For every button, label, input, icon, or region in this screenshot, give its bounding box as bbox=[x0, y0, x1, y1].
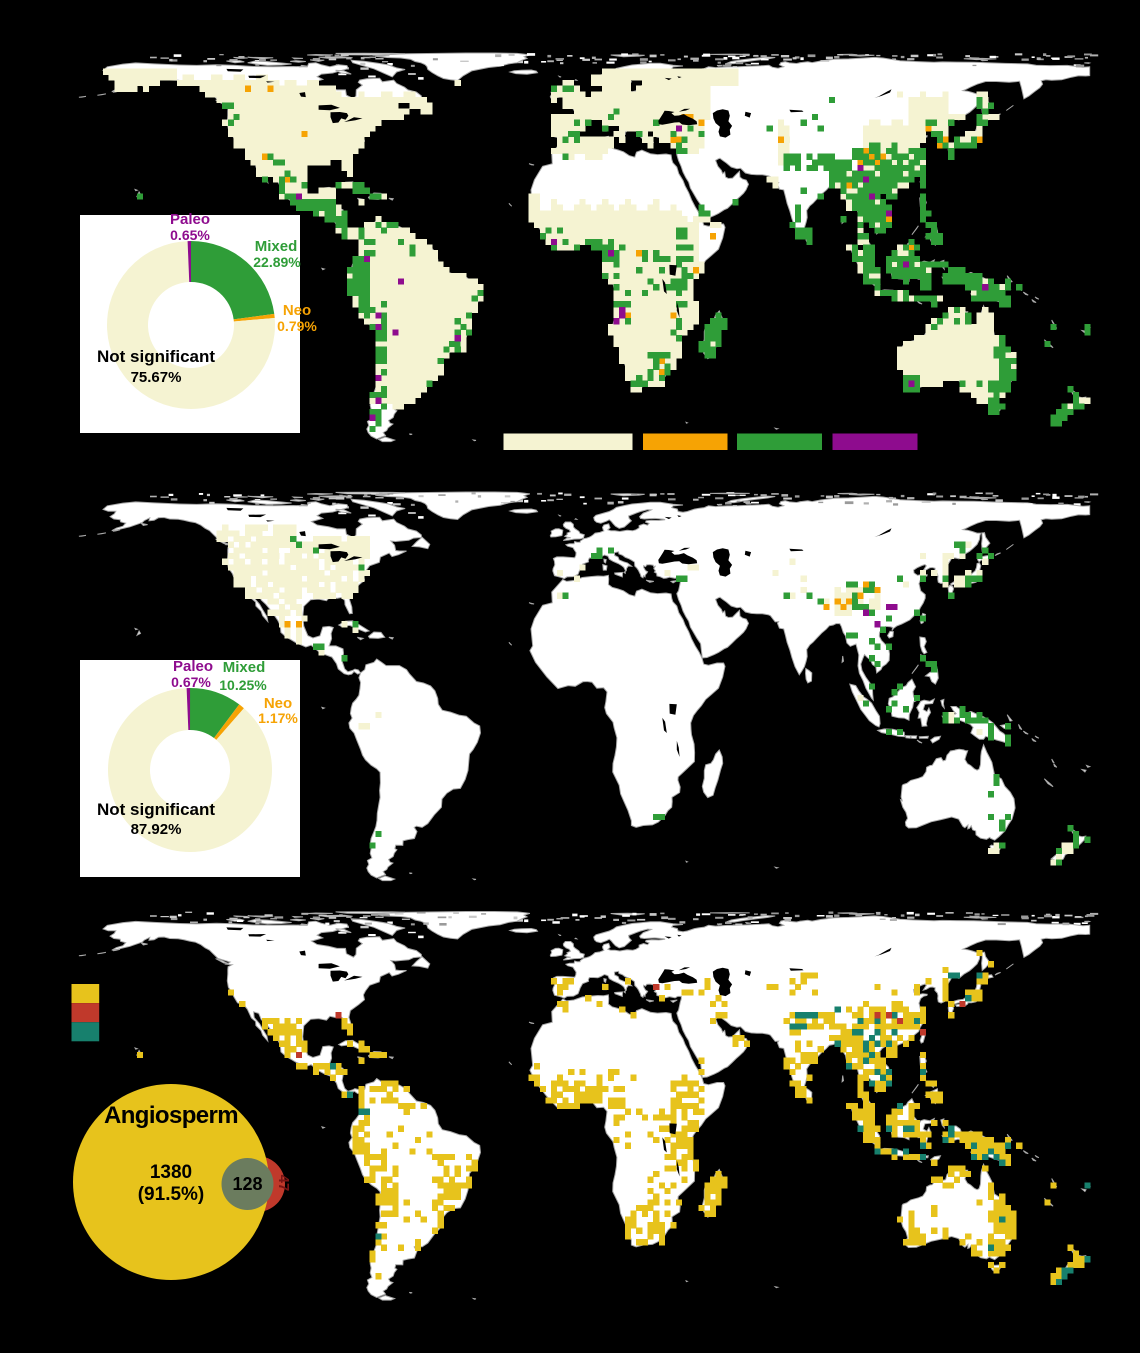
svg-text:75.67%: 75.67% bbox=[131, 369, 182, 386]
svg-text:10.25%: 10.25% bbox=[219, 677, 267, 693]
svg-text:Mixed: Mixed bbox=[255, 238, 298, 255]
svg-text:87.92%: 87.92% bbox=[131, 821, 182, 838]
svg-text:47: 47 bbox=[275, 1175, 292, 1192]
svg-text:22.89%: 22.89% bbox=[253, 254, 301, 270]
svg-text:Neo: Neo bbox=[264, 695, 292, 712]
svg-text:Mixed: Mixed bbox=[223, 659, 266, 676]
svg-text:128: 128 bbox=[232, 1174, 262, 1194]
svg-text:0.65%: 0.65% bbox=[170, 227, 210, 243]
svg-text:(91.5%): (91.5%) bbox=[138, 1184, 205, 1205]
svg-text:Not significant: Not significant bbox=[97, 347, 215, 366]
svg-text:Neo: Neo bbox=[283, 302, 311, 319]
svg-text:Paleo: Paleo bbox=[170, 211, 210, 228]
svg-text:Not significant: Not significant bbox=[97, 800, 215, 819]
svg-text:0.67%: 0.67% bbox=[171, 674, 211, 690]
svg-text:Angiosperm: Angiosperm bbox=[104, 1102, 238, 1129]
svg-text:1.17%: 1.17% bbox=[258, 710, 298, 726]
svg-text:0.79%: 0.79% bbox=[277, 318, 317, 334]
svg-text:1380: 1380 bbox=[150, 1162, 192, 1183]
svg-text:Paleo: Paleo bbox=[173, 658, 213, 675]
